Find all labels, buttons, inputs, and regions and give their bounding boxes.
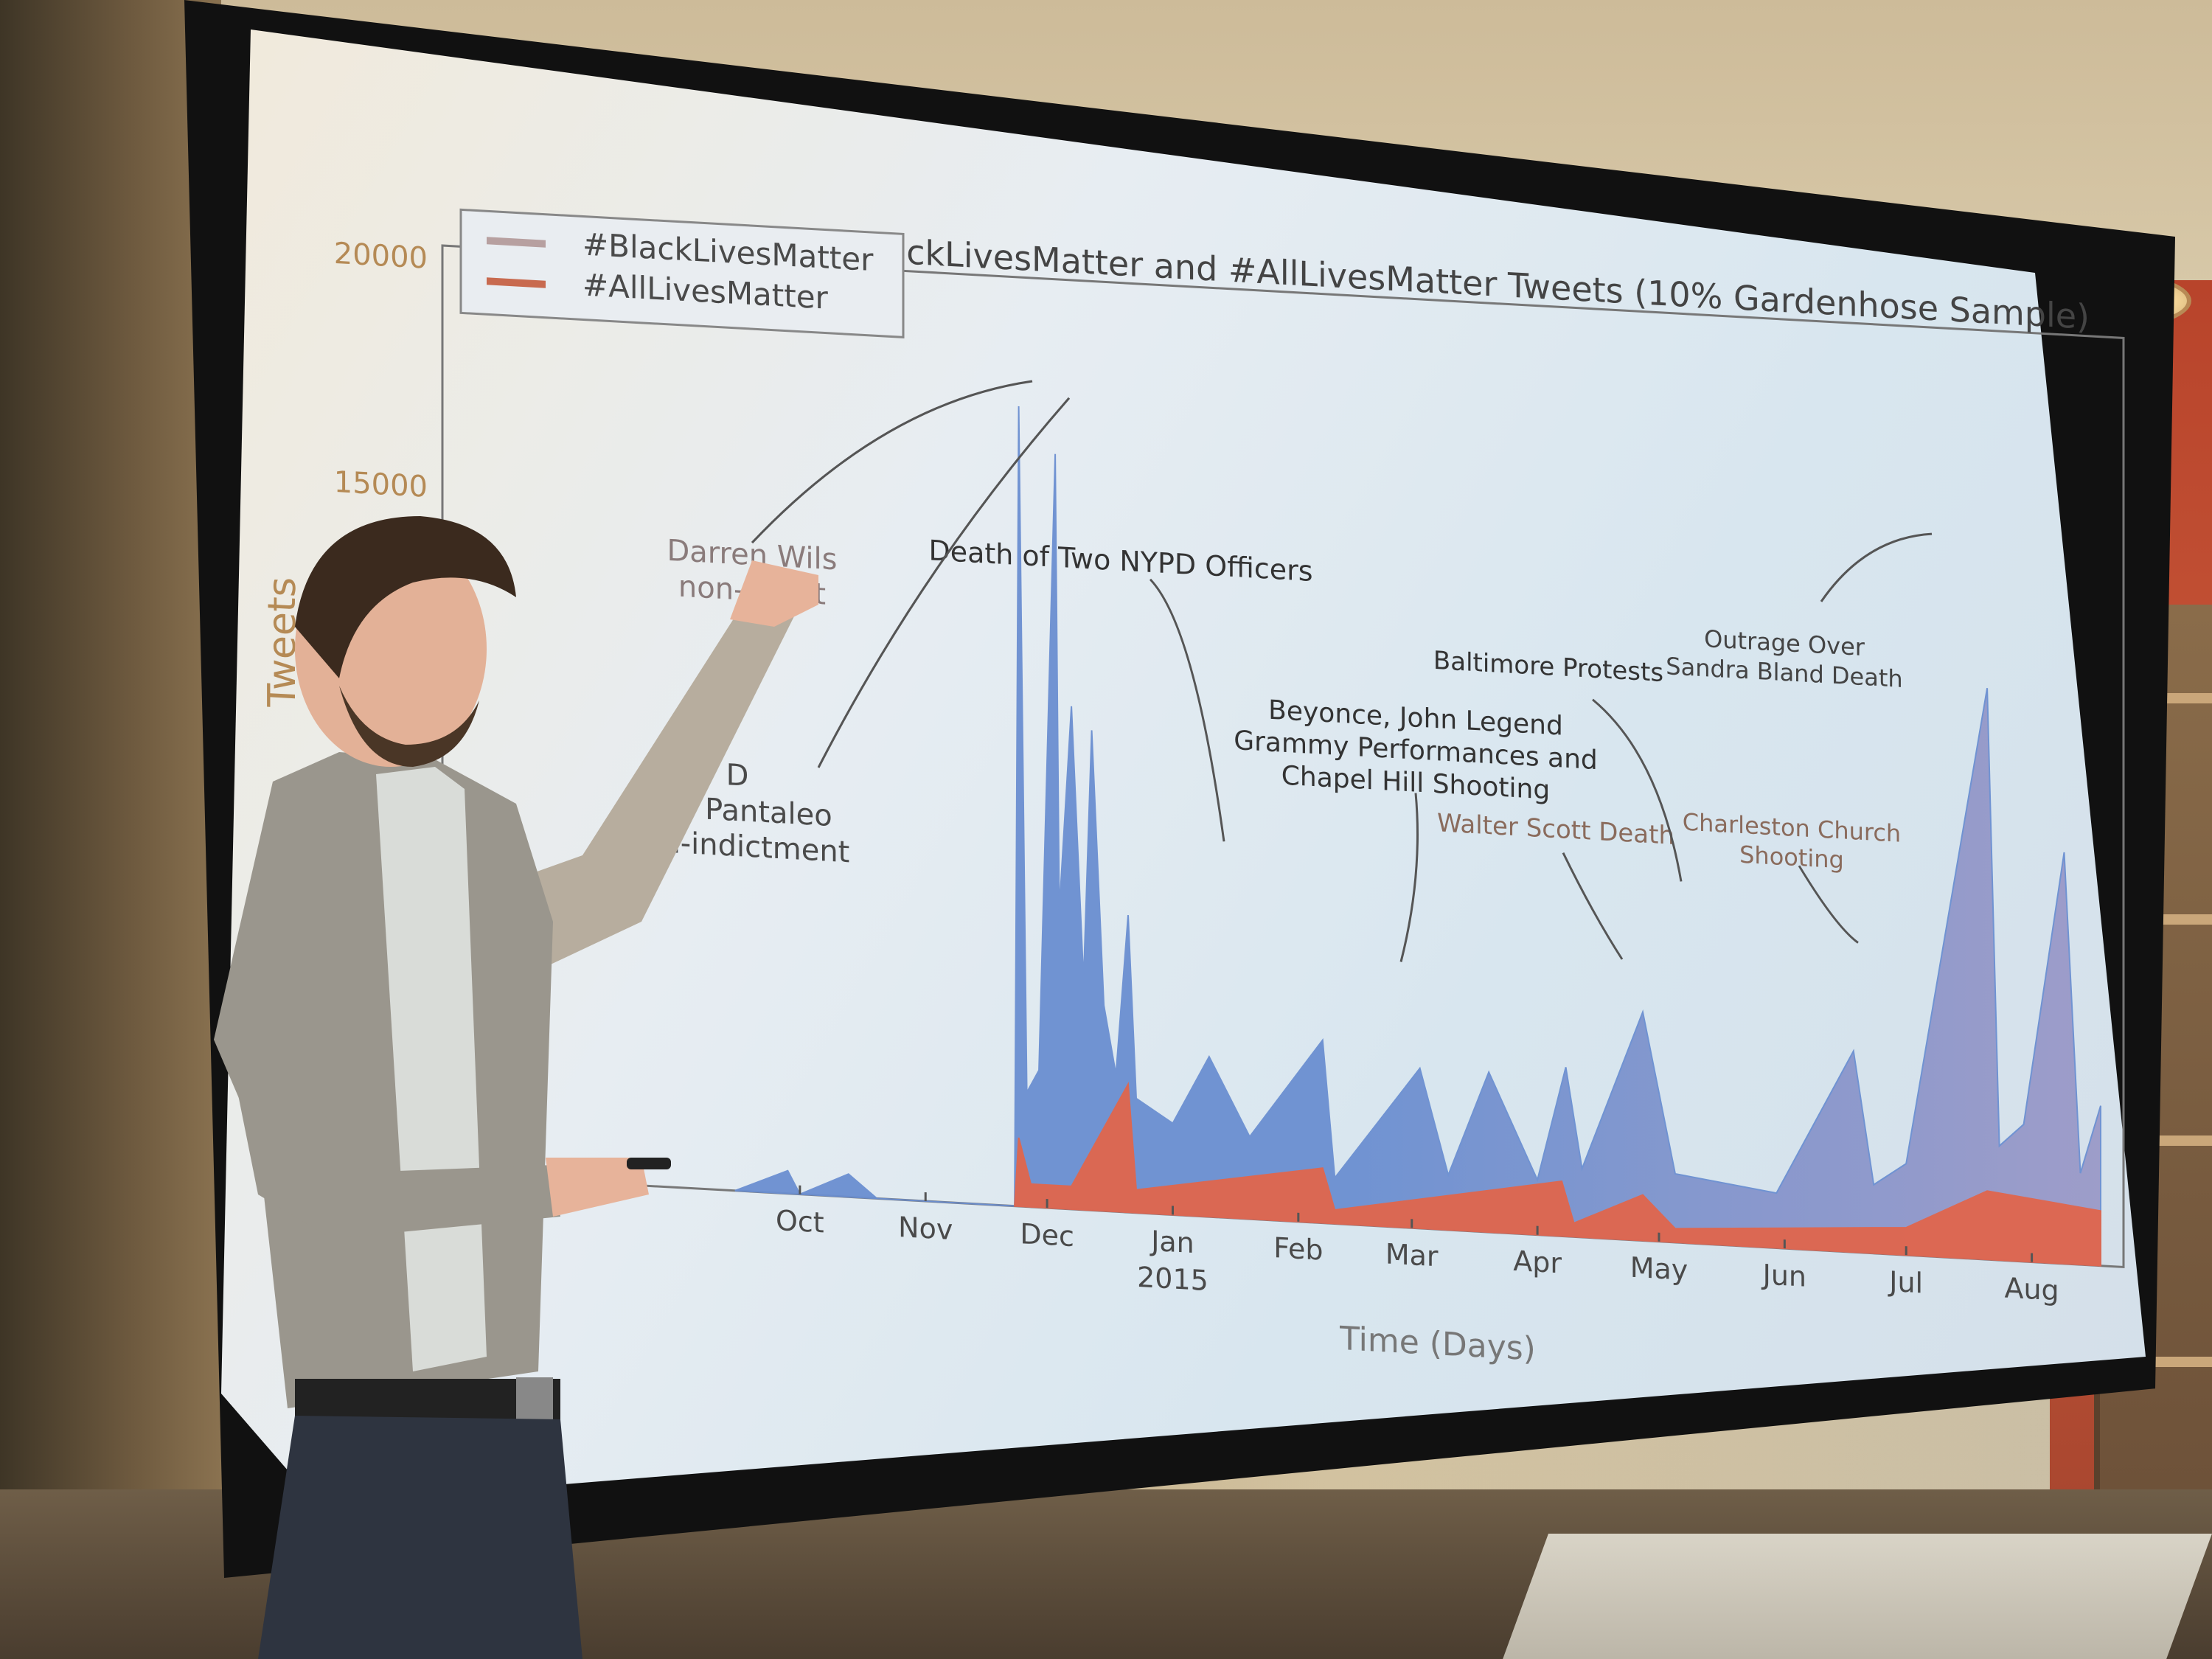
annotation-leader-line	[751, 380, 1033, 544]
annotation-leader-line	[1798, 865, 1859, 944]
y-tick-label: 20000	[334, 237, 428, 276]
x-tick-label: Oct	[776, 1204, 824, 1239]
annotation-label: Death of Two NYPD Officers	[928, 534, 1312, 588]
x-tick-label: Aug	[2004, 1272, 2059, 1307]
x-tick-label: Jan	[1150, 1225, 1194, 1259]
x-tick-sublabel: 2015	[1137, 1261, 1208, 1297]
y-tick-label: 15000	[334, 465, 428, 504]
annotation-leader-line	[1399, 793, 1419, 962]
series-area-blacklivesmatter	[734, 406, 2101, 1267]
annotation-label: Charleston Church	[1683, 808, 1901, 848]
x-tick-label: Jul	[1888, 1265, 1923, 1300]
annotation-leader-line	[817, 397, 1071, 768]
legend-box	[459, 208, 905, 338]
presenter-raised-hand	[730, 560, 818, 627]
annotation-leader-line	[1820, 532, 1933, 602]
presenter-left-hand	[546, 1158, 649, 1217]
x-tick-label: Mar	[1385, 1237, 1439, 1273]
presenter-raised-arm	[479, 590, 796, 981]
annotation-label: Walter Scott Death	[1437, 808, 1674, 851]
x-tick-label: Apr	[1513, 1245, 1562, 1280]
annotation-leader-line	[1149, 578, 1225, 842]
x-tick-label: Jun	[1761, 1258, 1806, 1293]
annotation-label: Baltimore Protests	[1433, 646, 1663, 688]
presenter-hair	[295, 516, 516, 678]
annotation-label: Sandra Bland Death	[1666, 652, 1902, 693]
legend-swatch-alllivesmatter	[487, 277, 546, 288]
presenter-jeans	[258, 1416, 582, 1659]
series-area-alllivesmatter	[1014, 1082, 2101, 1267]
legend-swatch-blacklivesmatter	[487, 237, 546, 248]
clicker	[627, 1158, 671, 1169]
annotation-leader-line	[1562, 852, 1624, 960]
annotation-leader-line	[1592, 698, 1683, 882]
x-tick-label: Nov	[898, 1211, 953, 1246]
annotation-label: Shooting	[1739, 841, 1844, 874]
x-tick-label: May	[1630, 1251, 1688, 1287]
presenter-beard	[339, 686, 479, 767]
annotation-label: D	[726, 758, 749, 793]
presenter-lower-arm	[236, 1069, 560, 1239]
x-tick-label: Feb	[1273, 1231, 1323, 1267]
x-axis-label: Time (Days)	[1339, 1320, 1536, 1368]
x-tick-label: Dec	[1020, 1217, 1074, 1253]
presenter	[214, 516, 818, 1659]
belt-buckle	[516, 1377, 553, 1422]
left-wall	[0, 0, 221, 1659]
